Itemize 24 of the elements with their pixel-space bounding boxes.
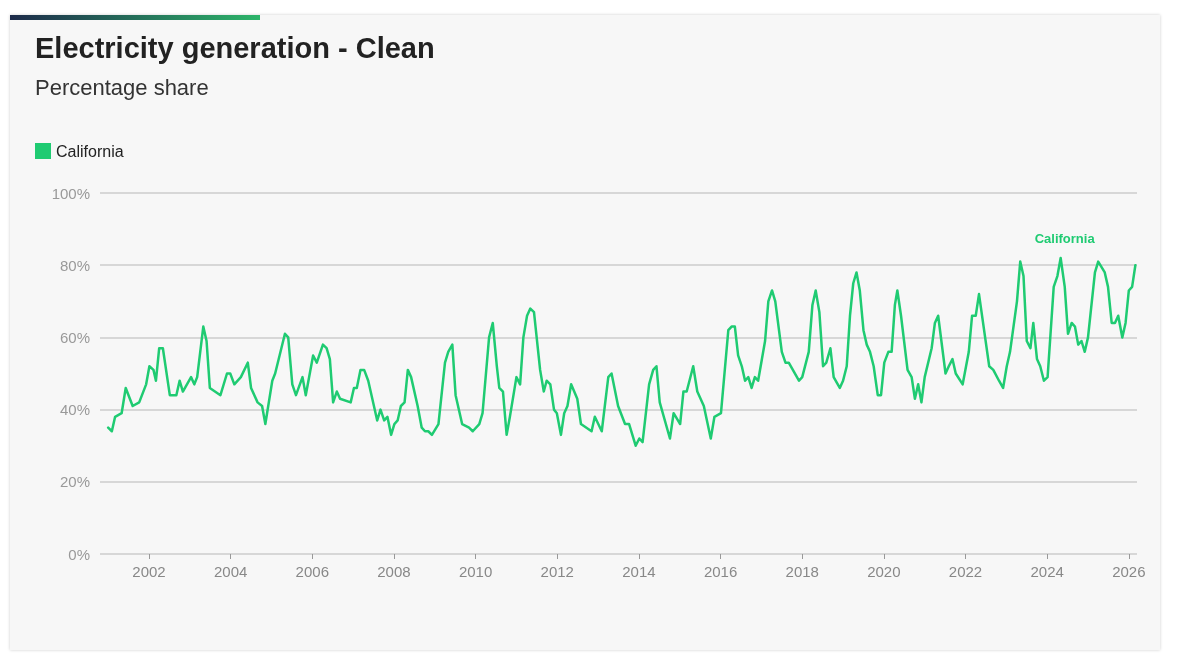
x-tick-label: 2026 [1112,563,1146,580]
x-tick-label: 2020 [867,563,901,580]
y-tick-label: 20% [59,473,90,491]
y-tick-label: 0% [68,545,90,563]
x-tick-label: 2012 [540,563,574,580]
x-tick-label: 2022 [948,563,983,580]
y-tick-label: 80% [59,256,90,274]
legend-label: California [56,142,124,160]
chart-title: Electricity generation - Clean [35,31,435,64]
x-tick-label: 2016 [703,563,738,580]
x-tick-label: 2008 [377,563,411,580]
y-tick-label: 60% [59,328,90,346]
x-tick-label: 2004 [213,563,248,580]
x-tick-label: 2010 [458,563,493,580]
line-series [106,256,1137,447]
x-tick-label: 2014 [622,563,656,580]
y-tick-label: 100% [51,184,90,202]
chart-subtitle: Percentage share [35,74,209,100]
text: California [1034,230,1095,246]
x-tick-label: 2006 [295,563,329,580]
x-tick-label: 2018 [785,563,819,580]
y-tick-label: 40% [59,401,90,419]
x-tick-label: 2024 [1030,563,1064,580]
x-tick-label: 2002 [132,563,166,580]
